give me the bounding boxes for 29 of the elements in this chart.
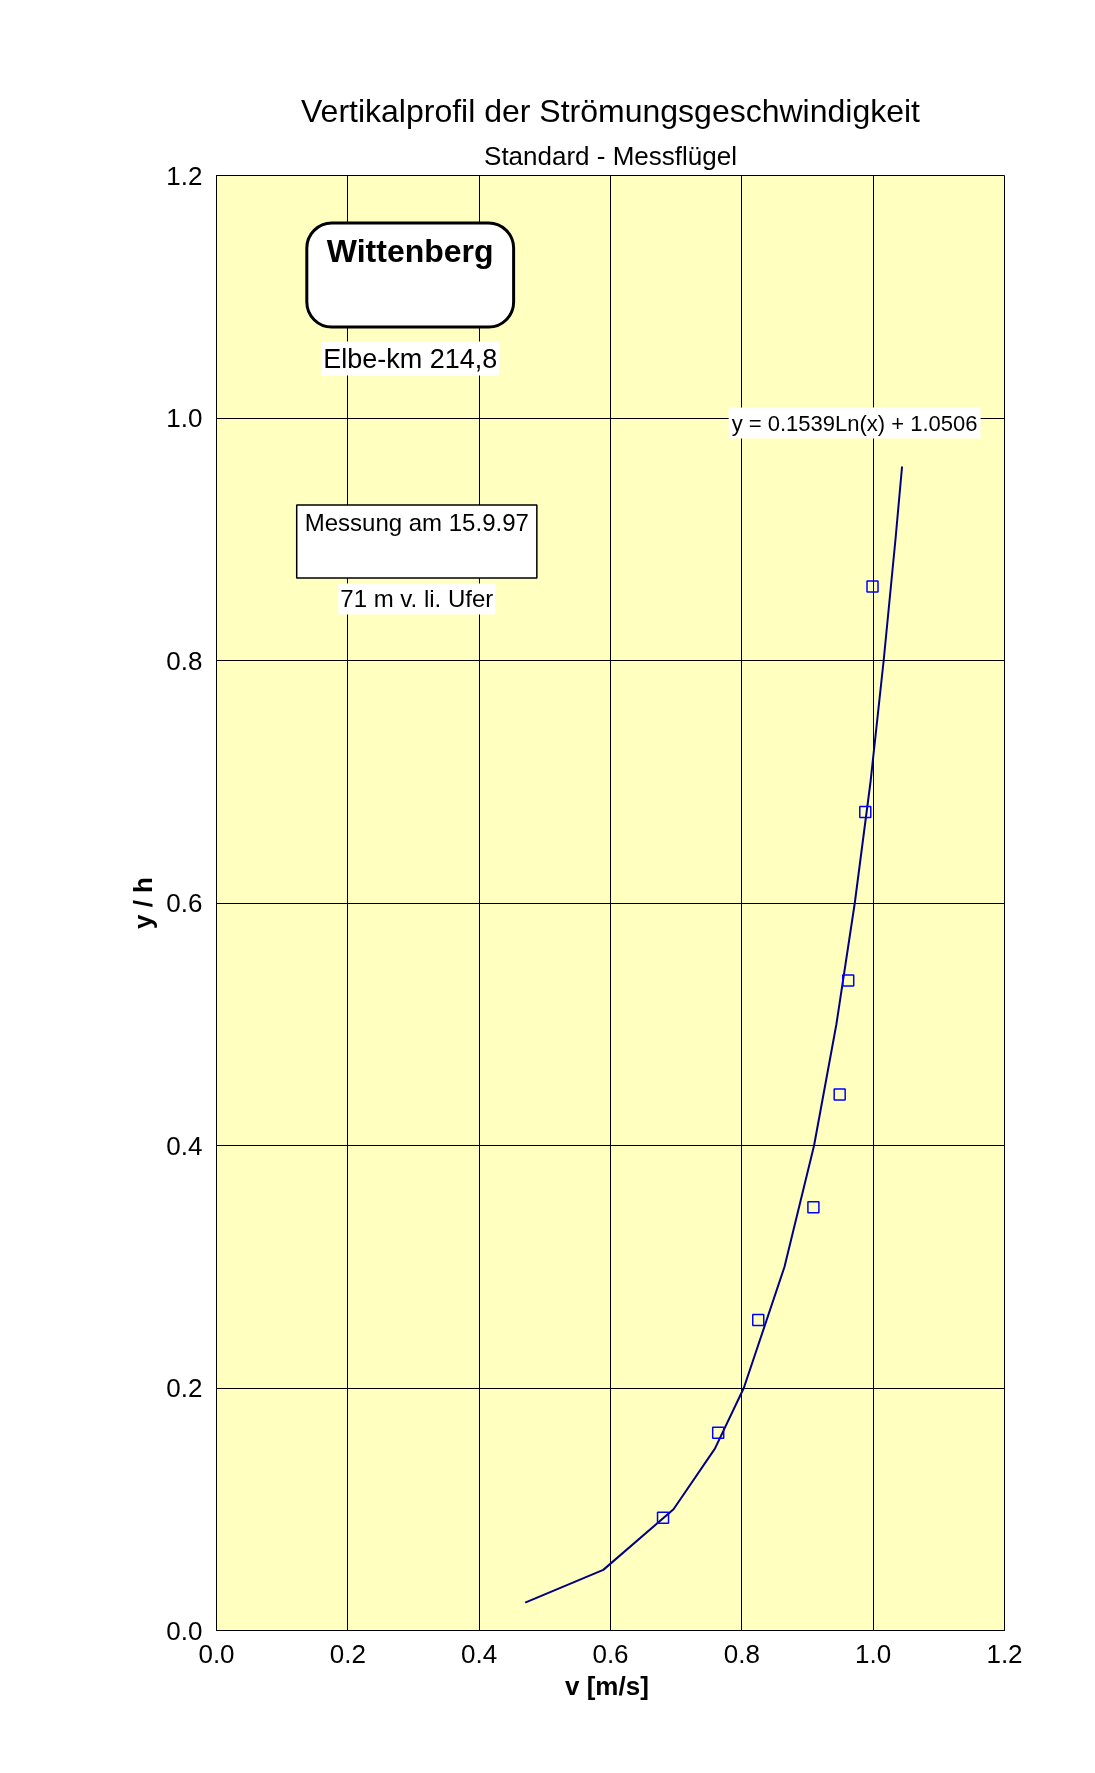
point: [833, 1088, 846, 1101]
chart-subtitle: Standard - Messflügel: [484, 140, 737, 171]
annotation: Messung am 15.9.97: [304, 509, 529, 537]
y-tick-label: 0.8: [166, 645, 203, 676]
point: [859, 805, 872, 819]
y-tick-label: 1.2: [166, 160, 203, 191]
annotation: 71 m v. li. Ufer: [340, 585, 494, 613]
point: [711, 1426, 725, 1440]
x-tick-label: 0.2: [329, 1638, 366, 1669]
annotation: Wittenberg: [326, 233, 494, 270]
point: [656, 1511, 670, 1524]
annotation: y = 0.1539Ln(x) + 1.0506: [731, 410, 978, 436]
y-tick-label: 0.2: [166, 1373, 203, 1403]
y-axis-title: y / h: [128, 876, 159, 930]
x-tick-label: 0.6: [592, 1638, 629, 1669]
x-axis-title: v [m/s]: [564, 1670, 649, 1701]
x-tick-label: 0.4: [461, 1638, 498, 1669]
point: [807, 1201, 820, 1214]
y-tick-label: 0.6: [166, 888, 203, 918]
y-tick-label: 0.4: [166, 1130, 203, 1161]
annotation: Elbe-km 214,8: [323, 343, 498, 374]
x-tick-label: 1.0: [855, 1638, 892, 1669]
point: [841, 974, 855, 987]
y-tick-label: 1.0: [166, 403, 203, 433]
chart-title: Vertikalprofil der Strömungsgeschwindigkeit: [301, 92, 921, 129]
point: [866, 580, 879, 593]
point: [752, 1313, 765, 1327]
x-tick-label: 0.8: [723, 1638, 760, 1669]
x-tick-label: 1.2: [986, 1638, 1023, 1669]
